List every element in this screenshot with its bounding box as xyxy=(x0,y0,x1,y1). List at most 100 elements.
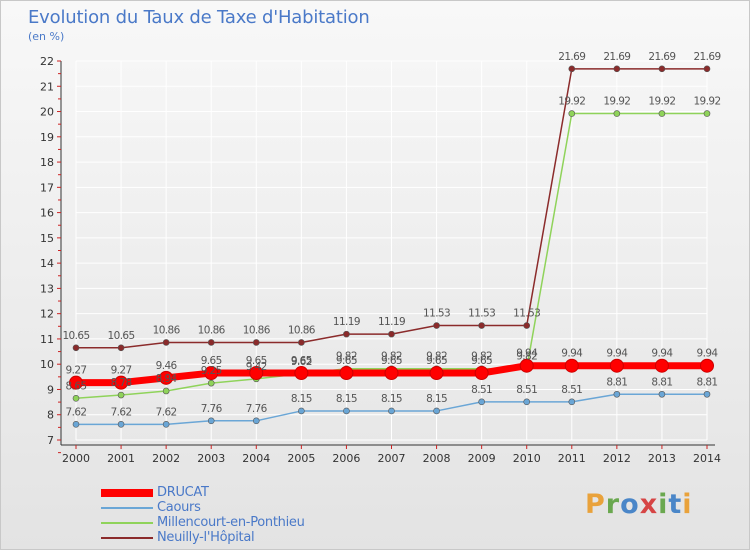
legend-swatch xyxy=(101,521,153,524)
data-label: 10.65 xyxy=(62,330,89,342)
data-label: 9.94 xyxy=(606,348,628,360)
logo-letter: i xyxy=(682,489,693,520)
data-label: 8.78 xyxy=(111,377,132,389)
logo-letter: t xyxy=(668,489,683,520)
data-label: 9.65 xyxy=(201,355,222,367)
data-point xyxy=(343,330,350,338)
data-point xyxy=(519,358,534,373)
data-point xyxy=(388,330,395,338)
proxiti-logo: Proxiti xyxy=(585,489,693,520)
data-label: 9.94 xyxy=(561,348,583,360)
data-label: 8.15 xyxy=(336,393,357,405)
legend-item: Millencourt-en-Ponthieu xyxy=(101,515,305,530)
data-point xyxy=(117,421,125,428)
legend-swatch xyxy=(101,506,153,509)
data-point xyxy=(564,358,579,373)
data-point xyxy=(474,366,489,381)
x-tick-label: 2006 xyxy=(332,452,360,465)
data-point xyxy=(654,358,669,373)
data-label: 9.62 xyxy=(291,356,312,368)
data-point xyxy=(658,65,666,73)
page-title: Evolution du Taux de Taxe d'Habitation xyxy=(28,7,370,28)
data-point xyxy=(117,344,125,352)
data-label: 19.92 xyxy=(558,96,585,108)
y-tick-label: 18 xyxy=(40,156,54,169)
data-label: 9.42 xyxy=(246,361,267,373)
data-label: 21.69 xyxy=(603,51,630,63)
data-label: 8.15 xyxy=(291,393,312,405)
data-label: 9.65 xyxy=(336,355,357,367)
data-label: 9.25 xyxy=(201,365,222,377)
data-point xyxy=(162,387,170,395)
data-point xyxy=(204,366,219,381)
legend-item: DRUCAT xyxy=(101,485,305,500)
data-label: 10.86 xyxy=(288,324,316,336)
chart-legend: DRUCAT Caours Millencourt-en-Ponthieu Neuil… xyxy=(101,485,305,545)
legend-swatch xyxy=(101,488,153,497)
x-tick-label: 2009 xyxy=(468,452,496,465)
data-label: 9.94 xyxy=(697,348,719,360)
data-point xyxy=(703,65,711,73)
data-label: 11.53 xyxy=(423,308,450,320)
data-point xyxy=(568,398,576,406)
data-label: 21.69 xyxy=(558,51,585,63)
data-point xyxy=(72,344,80,352)
data-label: 9.65 xyxy=(426,355,447,367)
data-point xyxy=(613,65,621,73)
data-label: 10.86 xyxy=(153,324,181,336)
x-tick-label: 2005 xyxy=(287,452,315,465)
logo-letter: P xyxy=(585,489,606,520)
data-point xyxy=(162,421,170,428)
data-point xyxy=(298,407,305,415)
x-tick-label: 2012 xyxy=(603,452,631,465)
data-label: 7.76 xyxy=(201,403,223,415)
x-tick-label: 2001 xyxy=(107,452,135,465)
data-point xyxy=(568,110,576,117)
data-point xyxy=(117,391,125,399)
data-point xyxy=(69,375,83,390)
data-label: 9.82 xyxy=(336,351,357,363)
logo-letter: i xyxy=(658,489,669,520)
data-point xyxy=(339,366,354,381)
data-point xyxy=(523,322,531,329)
data-label: 9.94 xyxy=(516,348,538,360)
data-label: 21.69 xyxy=(648,51,675,63)
y-tick-label: 10 xyxy=(40,358,54,371)
data-label: 10.65 xyxy=(108,330,135,342)
data-point xyxy=(700,358,714,373)
data-point xyxy=(249,366,264,381)
legend-label: Caours xyxy=(157,500,201,515)
legend-label: DRUCAT xyxy=(157,485,209,500)
x-tick-label: 2004 xyxy=(242,452,270,465)
data-label: 7.62 xyxy=(66,406,87,418)
data-label: 19.92 xyxy=(648,96,675,108)
data-label: 9.27 xyxy=(66,365,87,377)
data-point xyxy=(609,358,624,373)
data-label: 8.81 xyxy=(651,376,672,388)
x-tick-label: 2002 xyxy=(152,452,180,465)
data-label: 9.82 xyxy=(381,351,402,363)
data-label: 9.94 xyxy=(651,348,673,360)
data-point xyxy=(72,395,80,402)
data-label: 21.69 xyxy=(693,51,720,63)
data-point xyxy=(478,322,485,329)
data-point xyxy=(252,417,260,425)
data-label: 8.94 xyxy=(156,373,178,385)
data-label: 11.19 xyxy=(333,316,360,328)
data-point xyxy=(568,65,576,73)
y-tick-label: 9 xyxy=(47,383,54,396)
logo-letter: r xyxy=(605,489,621,520)
data-label: 7.62 xyxy=(156,406,177,418)
y-tick-label: 21 xyxy=(40,80,54,93)
legend-label: Millencourt-en-Ponthieu xyxy=(157,515,305,530)
data-label: 11.53 xyxy=(468,308,495,320)
legend-item: Caours xyxy=(101,500,305,515)
data-label: 7.62 xyxy=(111,406,132,418)
data-label: 11.53 xyxy=(513,308,540,320)
data-point xyxy=(613,110,621,117)
data-point xyxy=(433,407,440,415)
data-label: 8.81 xyxy=(697,376,718,388)
x-tick-label: 2013 xyxy=(648,452,676,465)
data-point xyxy=(207,417,215,425)
